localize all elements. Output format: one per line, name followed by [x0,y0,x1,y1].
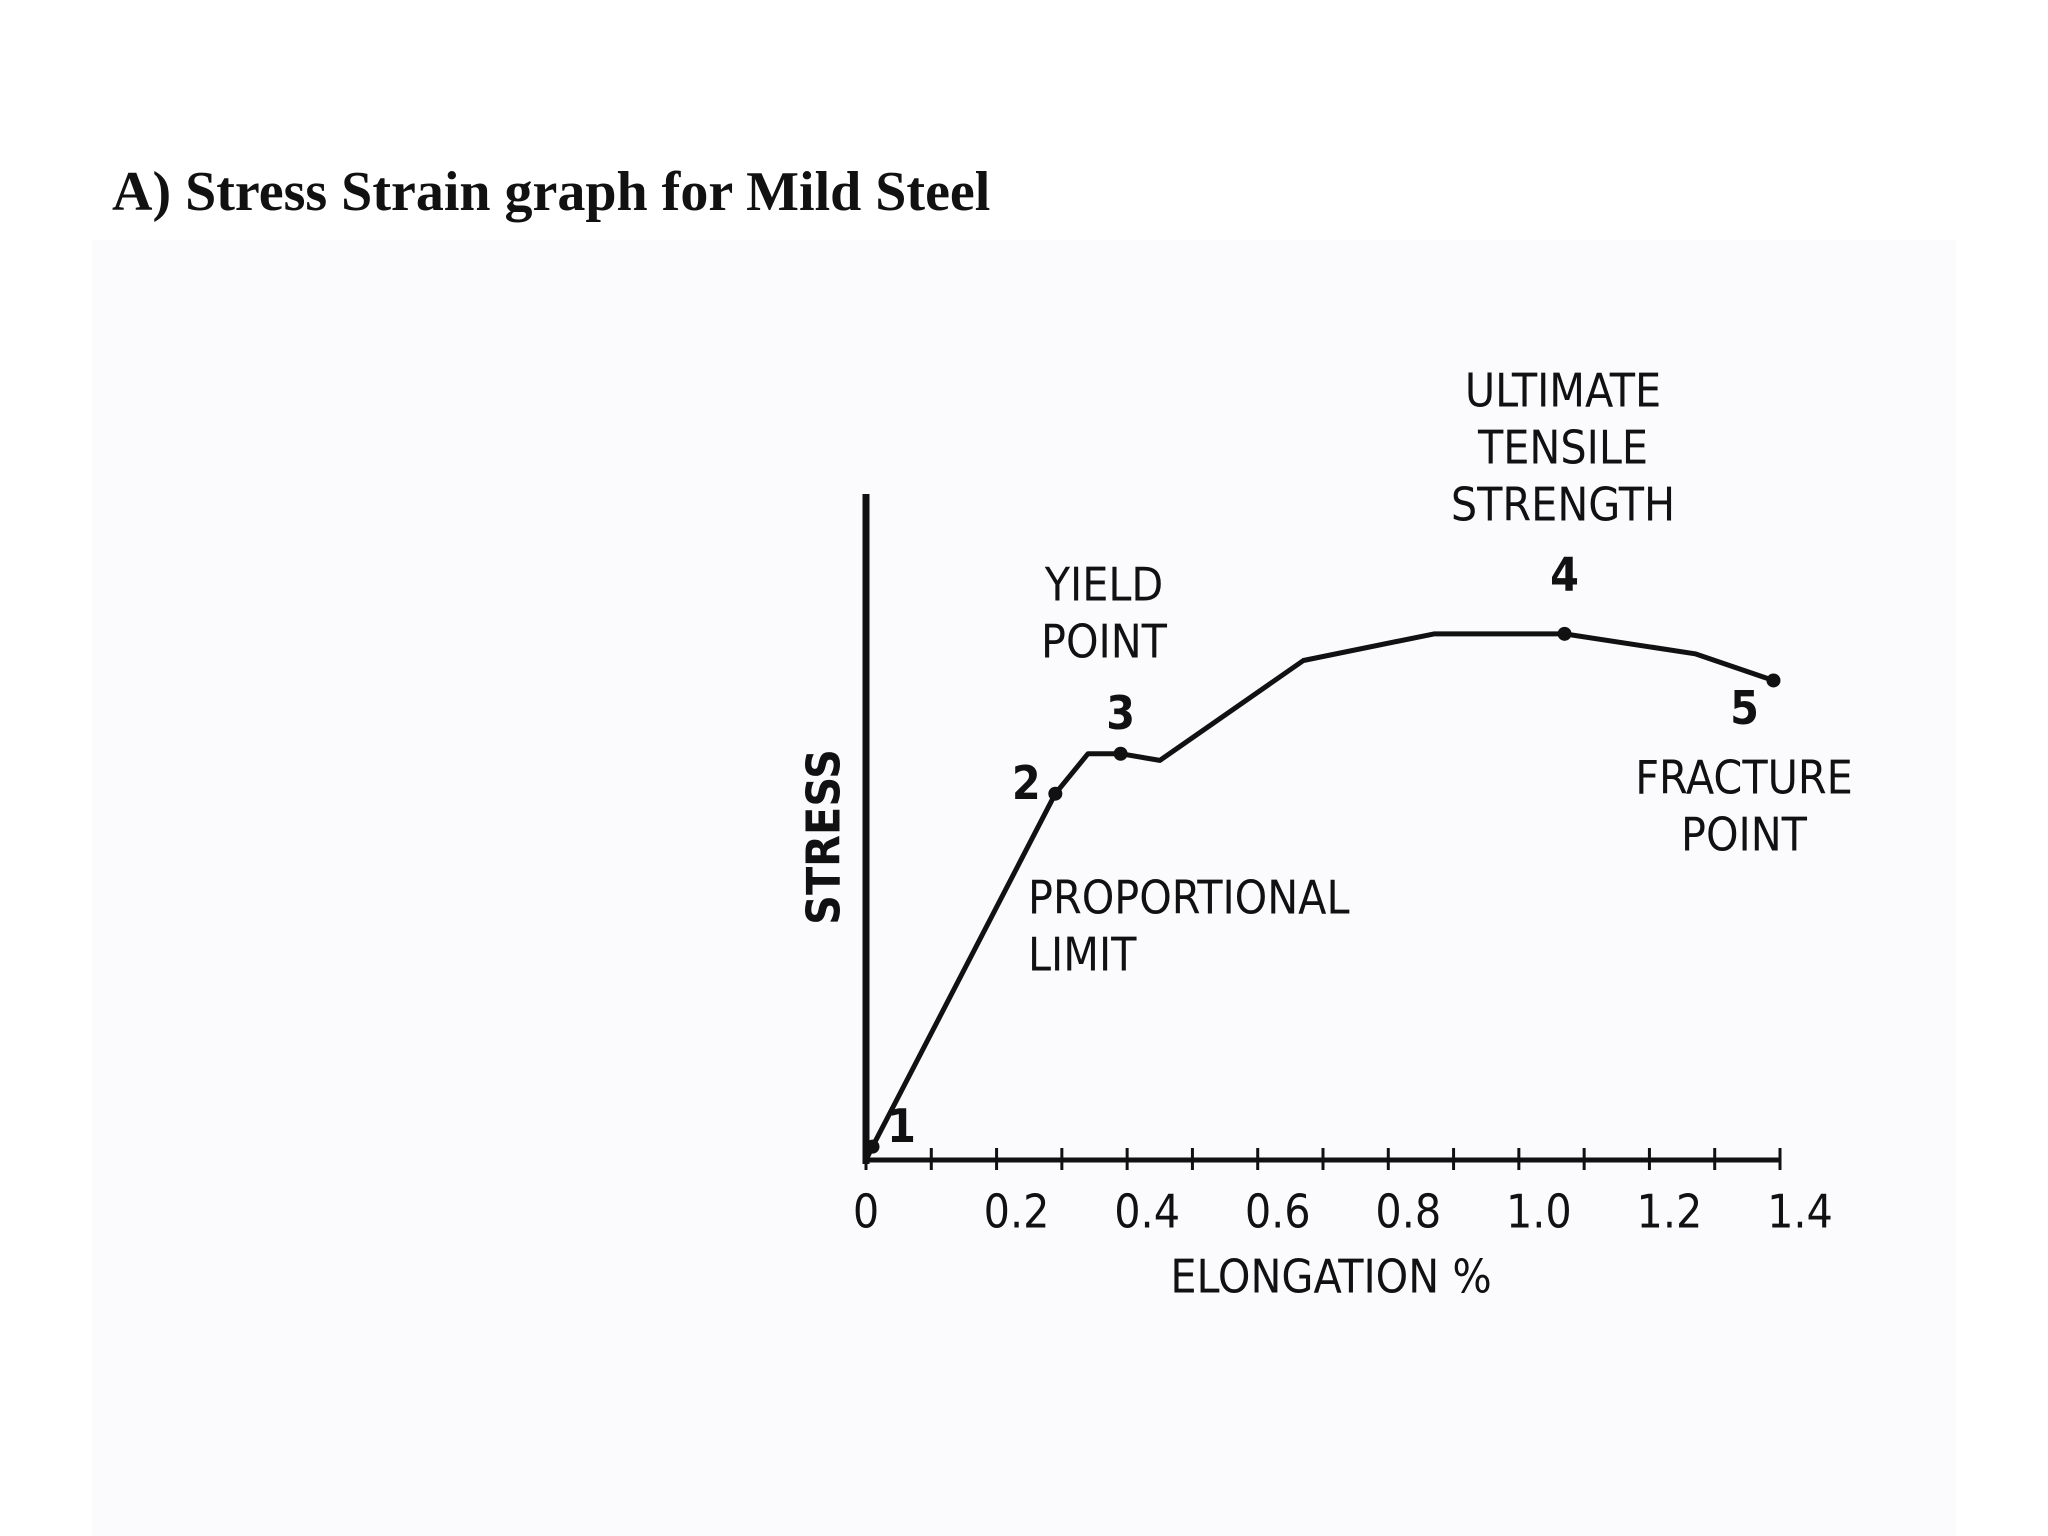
panel [92,240,1956,1536]
x-tick-label: 0.4 [1114,1185,1180,1239]
annotation: PROPORTIONAL [1028,871,1350,925]
annotation: TENSILE [1477,421,1648,475]
point-label: 1 [887,1099,916,1153]
annotation: LIMIT [1028,928,1137,982]
annotation: ULTIMATE [1465,364,1661,418]
x-axis-label: ELONGATION % [1170,1250,1491,1304]
annotation: STRENGTH [1451,478,1675,532]
chart-title: A) Stress Strain graph for Mild Steel [112,161,990,223]
point-marker [865,1139,880,1154]
annotation: FRACTURE [1635,751,1853,805]
x-tick-label: 0.8 [1375,1185,1441,1239]
point-label: 3 [1106,686,1135,740]
point-marker [1557,626,1572,641]
point-marker [1766,673,1781,688]
annotation: POINT [1041,615,1168,669]
x-tick-label: 1.2 [1637,1185,1703,1239]
point-marker [1113,746,1128,761]
x-tick-label: 0.2 [984,1185,1050,1239]
stress-curve [863,631,1775,1162]
point-label: 5 [1730,681,1759,735]
annotation: YIELD [1044,558,1164,612]
x-tick-label: 0.6 [1245,1185,1311,1239]
x-tick-label: 0 [853,1185,879,1239]
x-tick-label: 1.4 [1767,1185,1833,1239]
point-marker [1048,786,1063,801]
annotation: POINT [1681,808,1808,862]
point-label: 4 [1550,547,1579,601]
point-label: 2 [1012,756,1041,810]
x-tick-label: 1.0 [1506,1185,1572,1239]
y-axis-label: STRESS [797,749,851,925]
